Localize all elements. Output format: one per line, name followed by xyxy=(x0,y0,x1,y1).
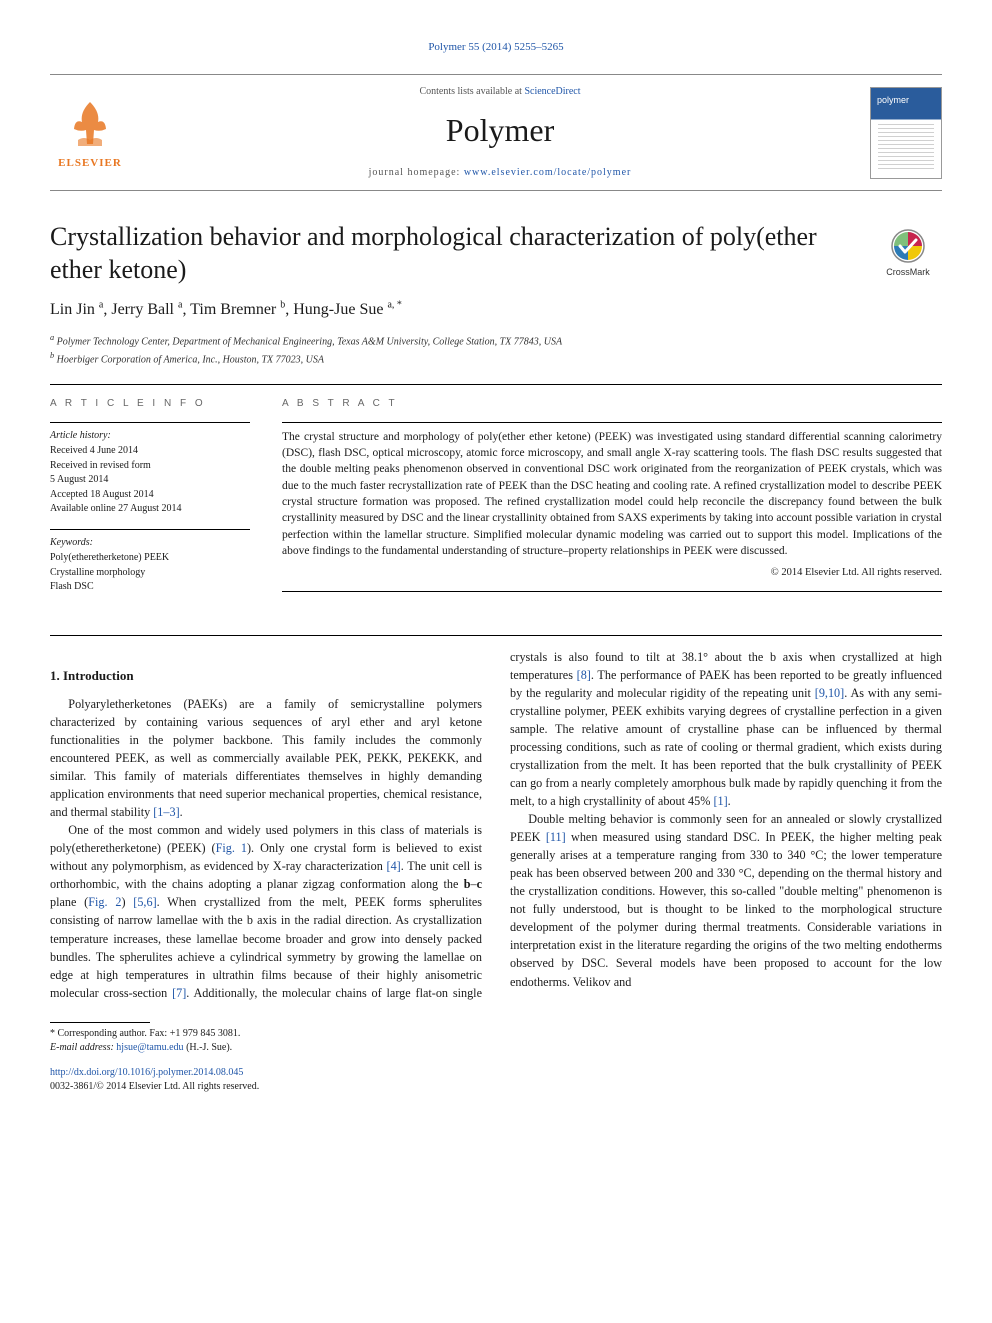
article-title: Crystallization behavior and morphologic… xyxy=(50,221,942,286)
publisher-logo[interactable]: ELSEVIER xyxy=(50,90,130,175)
citation-link[interactable]: Polymer 55 (2014) 5255–5265 xyxy=(428,41,563,53)
sciencedirect-link[interactable]: ScienceDirect xyxy=(524,86,580,97)
crossmark-badge[interactable]: CrossMark xyxy=(874,228,942,279)
info-abstract-row: A R T I C L E I N F O Article history: R… xyxy=(50,397,942,607)
reference-link[interactable]: [5,6] xyxy=(133,895,156,909)
corresponding-author-note: * Corresponding author. Fax: +1 979 845 … xyxy=(50,1027,942,1042)
citation-header: Polymer 55 (2014) 5255–5265 xyxy=(50,40,942,56)
paragraph: Double melting behavior is commonly seen… xyxy=(510,810,942,990)
author: Jerry Ball a xyxy=(111,301,182,318)
abstract-heading: A B S T R A C T xyxy=(282,397,942,412)
article-info-heading: A R T I C L E I N F O xyxy=(50,397,250,412)
divider xyxy=(50,384,942,385)
reference-link[interactable]: [8] xyxy=(577,668,591,682)
issn-copyright: 0032-3861/© 2014 Elsevier Ltd. All right… xyxy=(50,1080,942,1095)
reference-link[interactable]: [4] xyxy=(387,859,401,873)
section-heading: 1. Introduction xyxy=(50,666,482,685)
figure-link[interactable]: Fig. 2 xyxy=(88,895,121,909)
keywords: Keywords: Poly(etheretherketone) PEEK Cr… xyxy=(50,536,250,595)
doi-link[interactable]: http://dx.doi.org/10.1016/j.polymer.2014… xyxy=(50,1067,243,1078)
footnote-divider xyxy=(50,1022,150,1023)
body-two-column: 1. Introduction Polyaryletherketones (PA… xyxy=(50,648,942,1002)
author: Tim Bremner b xyxy=(190,301,285,318)
email-link[interactable]: hjsue@tamu.edu xyxy=(116,1042,183,1053)
abstract-column: A B S T R A C T The crystal structure an… xyxy=(282,397,942,607)
footer: * Corresponding author. Fax: +1 979 845 … xyxy=(50,1027,942,1095)
reference-link[interactable]: [9,10] xyxy=(815,686,844,700)
author: Lin Jin a xyxy=(50,301,103,318)
reference-link[interactable]: [11] xyxy=(546,830,566,844)
reference-link[interactable]: [7] xyxy=(172,986,186,1000)
elsevier-tree-icon xyxy=(60,94,120,154)
contents-line: Contents lists available at ScienceDirec… xyxy=(130,85,870,100)
crossmark-label: CrossMark xyxy=(886,267,930,277)
journal-name: Polymer xyxy=(130,107,870,153)
article-history: Article history: Received 4 June 2014 Re… xyxy=(50,429,250,517)
affiliations: a Polymer Technology Center, Department … xyxy=(50,332,942,369)
author-list: Lin Jin a, Jerry Ball a, Tim Bremner b, … xyxy=(50,298,942,321)
abstract-copyright: © 2014 Elsevier Ltd. All rights reserved… xyxy=(282,565,942,580)
publisher-name: ELSEVIER xyxy=(58,156,122,172)
reference-link[interactable]: [1–3] xyxy=(153,805,179,819)
journal-homepage-link[interactable]: www.elsevier.com/locate/polymer xyxy=(464,167,632,178)
affiliation: a Polymer Technology Center, Department … xyxy=(50,332,942,350)
reference-link[interactable]: [1] xyxy=(713,794,727,808)
affiliation: b Hoerbiger Corporation of America, Inc.… xyxy=(50,350,942,368)
abstract-text: The crystal structure and morphology of … xyxy=(282,429,942,560)
figure-link[interactable]: Fig. 1 xyxy=(216,841,247,855)
homepage-line: journal homepage: www.elsevier.com/locat… xyxy=(130,166,870,181)
divider xyxy=(50,635,942,636)
author: Hung-Jue Sue a, * xyxy=(293,301,402,318)
paragraph: Polyaryletherketones (PAEKs) are a famil… xyxy=(50,695,482,821)
email-line: E-mail address: hjsue@tamu.edu (H.-J. Su… xyxy=(50,1041,942,1056)
journal-header-box: ELSEVIER Contents lists available at Sci… xyxy=(50,74,942,191)
journal-center: Contents lists available at ScienceDirec… xyxy=(130,85,870,180)
crossmark-icon xyxy=(890,228,926,264)
article-info-column: A R T I C L E I N F O Article history: R… xyxy=(50,397,250,607)
journal-cover-thumbnail[interactable] xyxy=(870,87,942,179)
